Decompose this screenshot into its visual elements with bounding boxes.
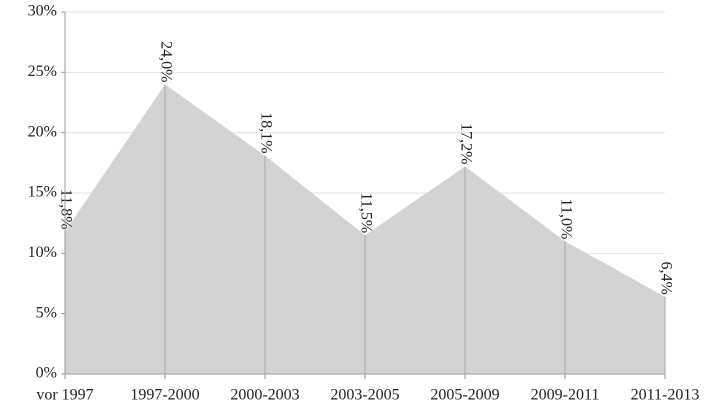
x-tick-label: 2000-2003 xyxy=(230,387,299,404)
y-tick-label: 10% xyxy=(28,244,57,261)
y-tick-label: 5% xyxy=(36,304,57,321)
y-tick-label: 30% xyxy=(28,3,57,20)
data-label: 18,1% xyxy=(257,112,274,153)
x-tick-label: 2003-2005 xyxy=(330,387,399,404)
data-label: 24,0% xyxy=(157,41,174,82)
y-tick-label: 25% xyxy=(28,63,57,80)
data-label: 11,0% xyxy=(557,199,574,240)
area xyxy=(65,84,665,375)
x-tick-label: 1997-2000 xyxy=(130,387,199,404)
data-label: 11,8% xyxy=(57,189,74,230)
y-tick-label: 0% xyxy=(36,365,57,382)
y-tick-label: 20% xyxy=(28,123,57,140)
data-label: 11,5% xyxy=(357,192,374,233)
data-label: 17,2% xyxy=(457,123,474,164)
x-tick-label: 2005-2009 xyxy=(430,387,499,404)
x-tick-label: 2011-2013 xyxy=(631,387,700,404)
x-tick-label: 2009-2011 xyxy=(531,387,600,404)
x-tick-label: vor 1997 xyxy=(36,387,93,404)
data-label: 6,4% xyxy=(657,261,674,294)
y-tick-label: 15% xyxy=(28,184,57,201)
